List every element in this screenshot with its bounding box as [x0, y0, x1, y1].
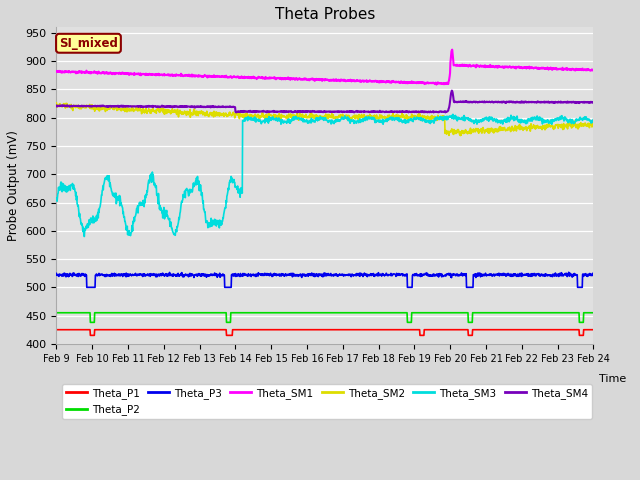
- Legend: Theta_P1, Theta_P2, Theta_P3, Theta_SM1, Theta_SM2, Theta_SM3, Theta_SM4: Theta_P1, Theta_P2, Theta_P3, Theta_SM1,…: [61, 384, 592, 419]
- Title: Theta Probes: Theta Probes: [275, 7, 375, 22]
- Y-axis label: Probe Output (mV): Probe Output (mV): [7, 130, 20, 241]
- Text: Time: Time: [598, 374, 626, 384]
- Text: SI_mixed: SI_mixed: [59, 37, 118, 50]
